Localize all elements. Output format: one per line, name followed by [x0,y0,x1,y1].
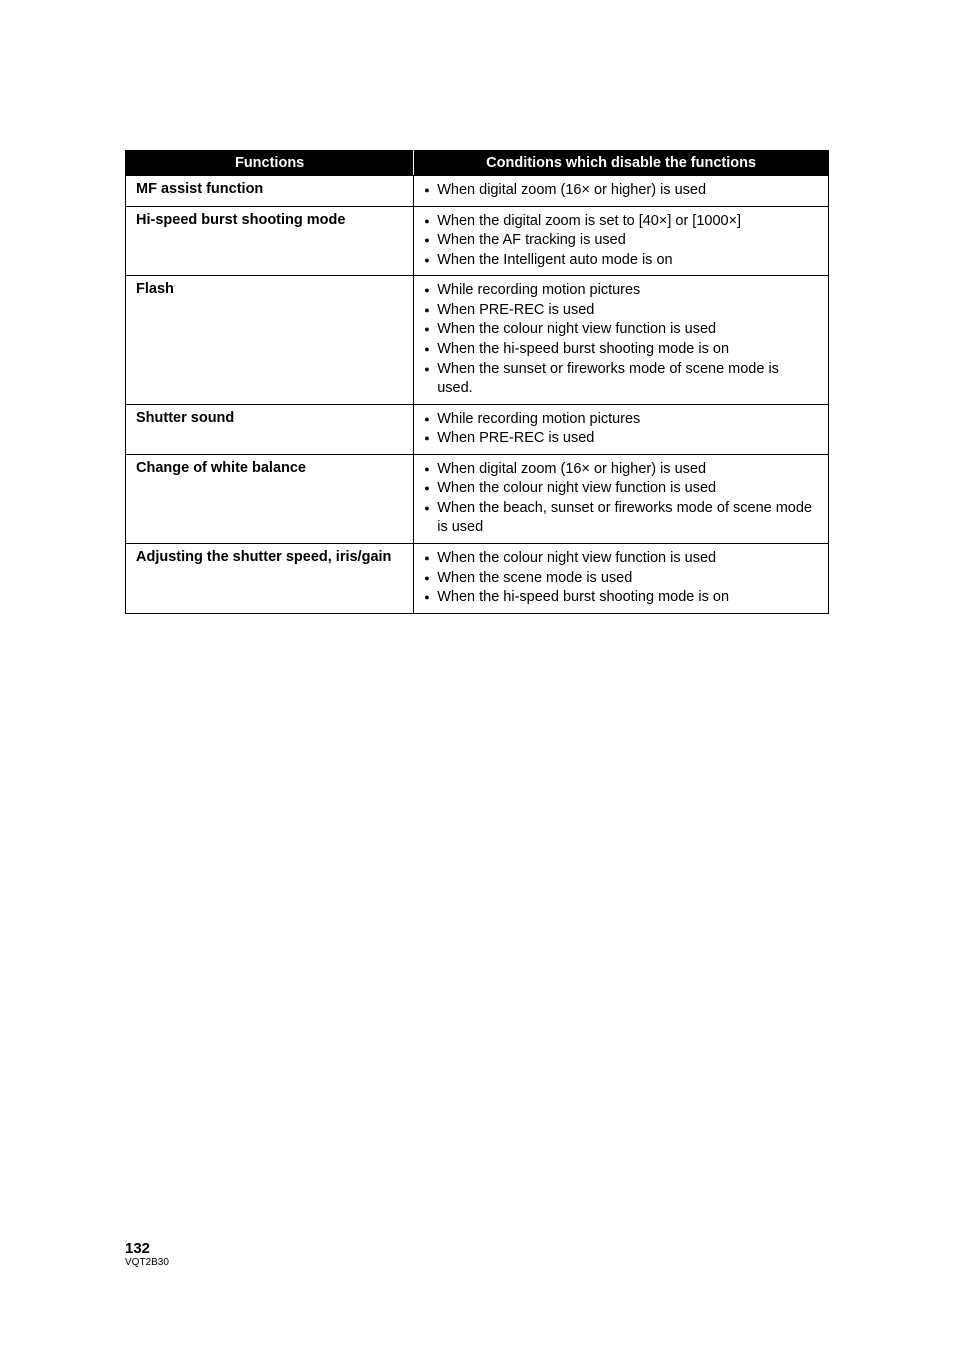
cond-item: When the Intelligent auto mode is on [424,251,818,271]
cond-item: When the scene mode is used [424,569,818,589]
table-row: Hi-speed burst shooting mode When the di… [126,206,829,276]
cond-cell: When the digital zoom is set to [40×] or… [414,206,829,276]
func-cell: MF assist function [126,176,414,207]
cond-item: When the sunset or fireworks mode of sce… [424,360,818,399]
header-functions: Functions [126,151,414,176]
table-row: Flash While recording motion pictures Wh… [126,276,829,404]
table-row: Shutter sound While recording motion pic… [126,404,829,454]
functions-table: Functions Conditions which disable the f… [125,150,829,614]
header-conditions: Conditions which disable the functions [414,151,829,176]
cond-item: When the colour night view function is u… [424,320,818,340]
table-row: Adjusting the shutter speed, iris/gain W… [126,544,829,614]
cond-item: When the AF tracking is used [424,231,818,251]
cond-item: While recording motion pictures [424,410,818,430]
func-cell: Hi-speed burst shooting mode [126,206,414,276]
cond-cell: When digital zoom (16× or higher) is use… [414,176,829,207]
doc-code: VQT2B30 [125,1257,169,1268]
func-cell: Flash [126,276,414,404]
cond-item: When the hi-speed burst shooting mode is… [424,340,818,360]
cond-cell: When digital zoom (16× or higher) is use… [414,454,829,543]
cond-item: When the hi-speed burst shooting mode is… [424,588,818,608]
func-cell: Adjusting the shutter speed, iris/gain [126,544,414,614]
func-cell: Change of white balance [126,454,414,543]
page-footer: 132 VQT2B30 [125,1241,169,1269]
func-cell: Shutter sound [126,404,414,454]
cond-item: When the beach, sunset or fireworks mode… [424,499,818,538]
table-row: MF assist function When digital zoom (16… [126,176,829,207]
cond-item: When digital zoom (16× or higher) is use… [424,460,818,480]
cond-item: When digital zoom (16× or higher) is use… [424,181,818,201]
cond-item: When PRE-REC is used [424,429,818,449]
cond-item: When PRE-REC is used [424,301,818,321]
cond-cell: While recording motion pictures When PRE… [414,276,829,404]
cond-item: When the digital zoom is set to [40×] or… [424,212,818,232]
cond-item: While recording motion pictures [424,281,818,301]
cond-cell: When the colour night view function is u… [414,544,829,614]
cond-cell: While recording motion pictures When PRE… [414,404,829,454]
table-row: Change of white balance When digital zoo… [126,454,829,543]
page-number: 132 [125,1241,169,1258]
cond-item: When the colour night view function is u… [424,549,818,569]
cond-item: When the colour night view function is u… [424,479,818,499]
